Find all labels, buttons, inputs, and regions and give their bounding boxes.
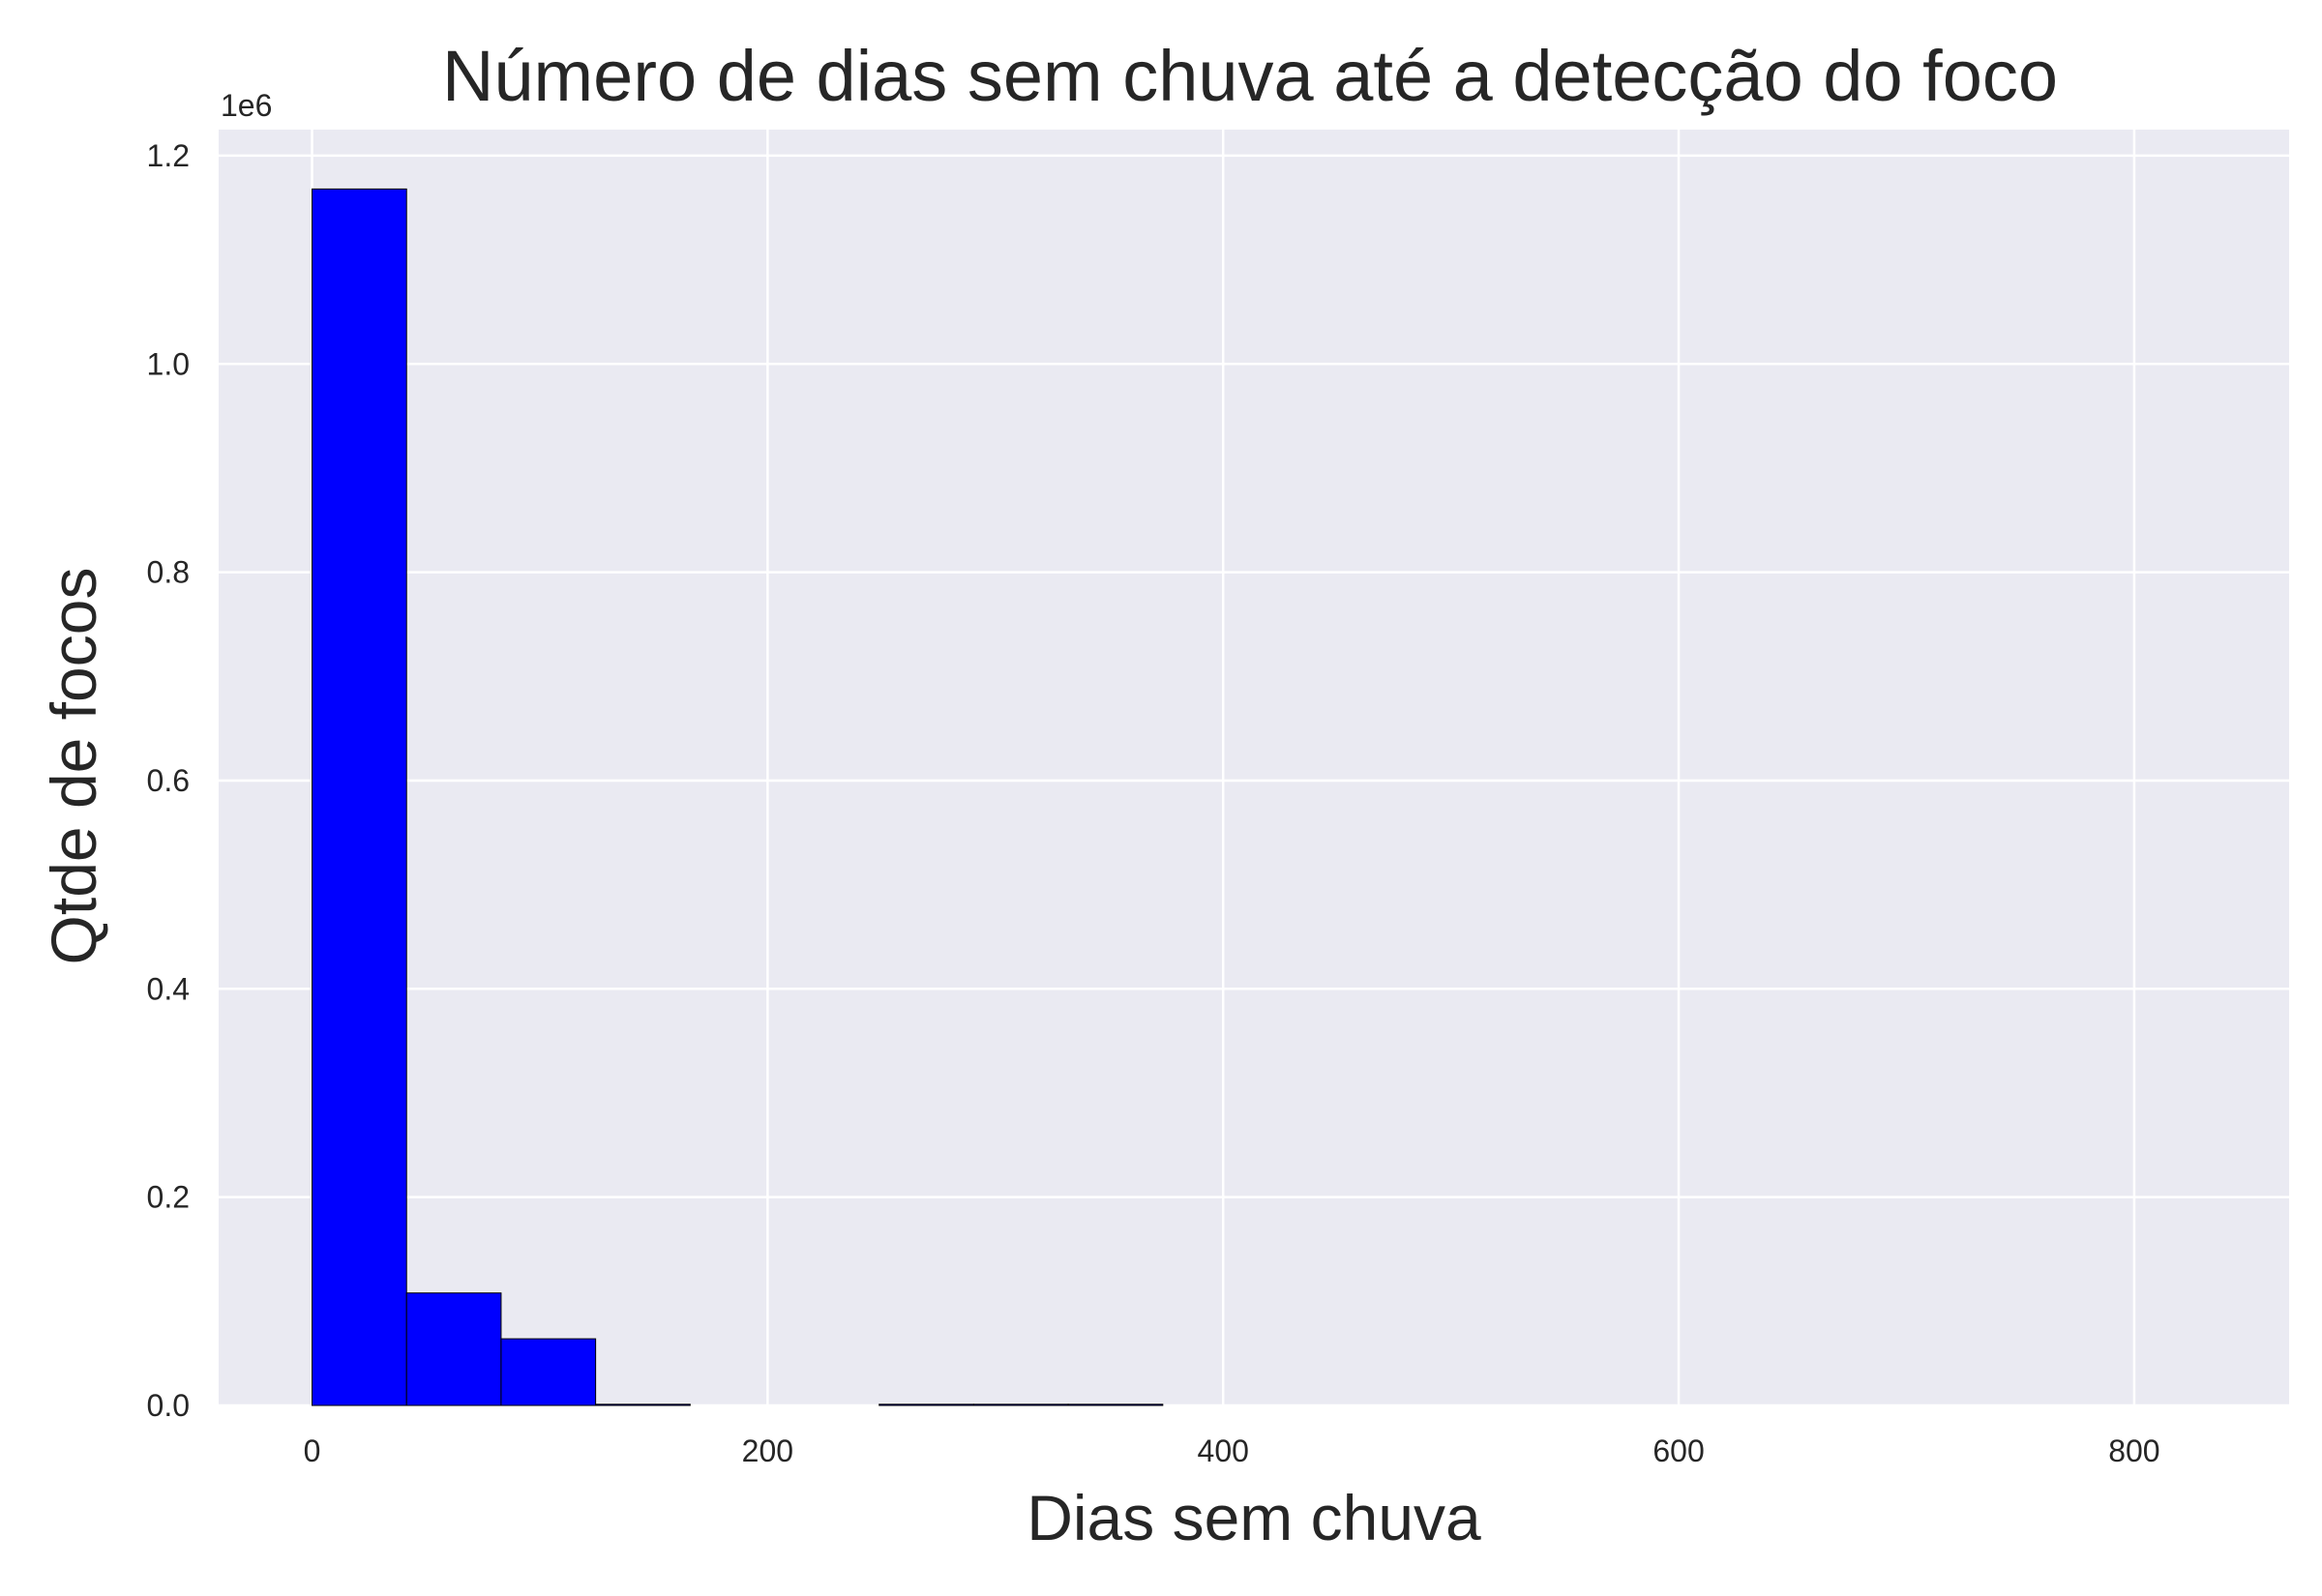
y-tick-label-3: 0.6: [147, 763, 190, 798]
histogram-bar-2: [500, 1338, 597, 1406]
histogram-bar-8: [1067, 1404, 1164, 1406]
histogram-bar-1: [405, 1292, 502, 1406]
x-tick-label-2: 400: [1198, 1433, 1249, 1468]
y-axis-ticks: 0.0 0.2 0.4 0.6 0.8 1.0 1.2: [147, 138, 190, 1423]
y-tick-label-0: 0.0: [147, 1388, 190, 1423]
histogram-bar-7: [972, 1404, 1069, 1406]
histogram-bars: [312, 188, 1164, 1406]
chart-title: Número de dias sem chuva até a detecção …: [442, 36, 2058, 116]
y-axis-offset-label: 1e6: [221, 88, 272, 123]
plot-area: [219, 130, 2289, 1405]
y-axis-label: Qtde de focos: [38, 568, 109, 965]
histogram-bar-0: [312, 188, 407, 1406]
y-tick-label-5: 1.0: [147, 346, 190, 381]
histogram-bar-3: [595, 1404, 691, 1406]
x-axis-ticks: 0 200 400 600 800: [304, 1433, 2160, 1468]
x-tick-label-0: 0: [304, 1433, 321, 1468]
y-tick-label-6: 1.2: [147, 138, 190, 173]
y-tick-label-2: 0.4: [147, 971, 190, 1006]
x-axis-label: Dias sem chuva: [1027, 1482, 1481, 1553]
histogram-bar-6: [878, 1404, 974, 1406]
y-tick-label-1: 0.2: [147, 1180, 190, 1215]
x-tick-label-4: 800: [2108, 1433, 2159, 1468]
x-tick-label-1: 200: [742, 1433, 793, 1468]
y-tick-label-4: 0.8: [147, 555, 190, 590]
x-tick-label-3: 600: [1652, 1433, 1704, 1468]
